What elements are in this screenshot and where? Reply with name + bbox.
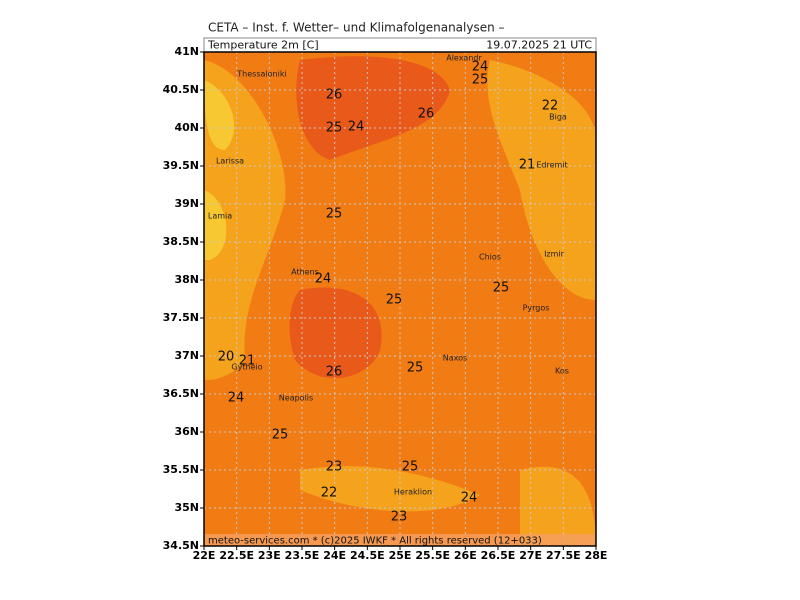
lat-tick-label: 41N: [174, 45, 199, 58]
contour-label: 22: [321, 486, 338, 501]
place-label: Naxos: [443, 354, 467, 363]
contour-label: 26: [326, 88, 343, 103]
map-frame: [203, 51, 597, 547]
contour-label: 26: [326, 365, 343, 380]
footer-box: [204, 534, 596, 546]
grid: [200, 51, 597, 550]
place-label: Chios: [479, 253, 501, 262]
contour-label: 22: [542, 99, 559, 114]
contour-label: 25: [386, 293, 403, 308]
lat-tick-label: 40.5N: [163, 83, 199, 96]
lon-tick-label: 23E: [258, 549, 281, 562]
lat-tick-label: 39N: [174, 197, 199, 210]
contour-label: 23: [326, 460, 343, 475]
lon-tick-label: 28E: [585, 549, 608, 562]
lat-tick-label: 37N: [174, 349, 199, 362]
contour-label: 24: [472, 60, 489, 75]
place-label: Edremit: [536, 161, 567, 170]
lon-tick-label: 27E: [519, 549, 542, 562]
variable: Temperature 2m [C]: [207, 39, 319, 52]
contour-label: 23: [391, 510, 408, 525]
contour-label: 24: [461, 491, 478, 506]
lat-tick-label: 38N: [174, 273, 199, 286]
contour-label: 24: [315, 272, 332, 287]
place-label: Lamia: [208, 212, 232, 221]
valid-time: 19.07.2025 21 UTC: [486, 39, 592, 52]
contour-label: 25: [407, 361, 424, 376]
lat-tick-label: 36N: [174, 425, 199, 438]
contour-label: 25: [493, 281, 510, 296]
place-label: Pyrgos: [523, 304, 550, 313]
contour-label: 24: [228, 391, 245, 406]
place-label: Gytheio: [231, 363, 262, 372]
lat-tick-label: 35N: [174, 501, 199, 514]
lat-tick-label: 37.5N: [163, 311, 199, 324]
lon-tick-label: 27.5E: [546, 549, 581, 562]
labels: 41N 40.5N 40N 39.5N 39N 38.5N 38N 37.5N 37N 36.5N…: [163, 45, 608, 562]
contour-label: 20: [218, 350, 235, 365]
lon-tick-label: 25.5E: [415, 549, 450, 562]
lon-tick-label: 24E: [323, 549, 346, 562]
lat-tick-label: 39.5N: [163, 159, 199, 172]
contour-label: 25: [472, 73, 489, 88]
contour-label: 21: [239, 354, 256, 369]
warm-area: [289, 287, 382, 379]
cool-area: [204, 80, 235, 150]
cool-area: [487, 60, 596, 300]
lon-tick-label: 22.5E: [219, 549, 254, 562]
lon-tick-label: 26.5E: [481, 549, 516, 562]
lat-tick-label: 35.5N: [163, 463, 199, 476]
title: CETA – Inst. f. Wetter– und Klimafolgena…: [208, 21, 505, 35]
lon-tick-label: 26E: [454, 549, 477, 562]
place-label: Larissa: [216, 157, 244, 166]
place-label: Athens: [291, 268, 319, 277]
place-label: Neapolis: [279, 394, 313, 403]
place-label: Alexandr: [446, 54, 482, 63]
lon-tick-label: 24.5E: [350, 549, 385, 562]
place-label: Heraklion: [394, 488, 432, 497]
contour-label: 25: [402, 460, 419, 475]
contour-label: 25: [326, 207, 343, 222]
cool-area: [300, 466, 480, 512]
contour-label: 21: [519, 158, 536, 173]
lon-tick-label: 23.5E: [285, 549, 320, 562]
place-label: Izmir: [544, 250, 565, 259]
lat-tick-label: 34.5N: [163, 539, 199, 552]
contour-label: 25: [326, 121, 343, 136]
lon-tick-label: 25E: [389, 549, 412, 562]
place-label: Thessaloniki: [236, 70, 286, 79]
contour-label: 25: [272, 428, 289, 443]
lat-tick-label: 40N: [174, 121, 199, 134]
footer: meteo-services.com * (c)2025 IWKF * All …: [208, 536, 542, 547]
place-label: Biga: [549, 113, 567, 122]
lon-tick-label: 22E: [193, 549, 216, 562]
lat-tick-label: 36.5N: [163, 387, 199, 400]
place-label: Kos: [555, 367, 569, 376]
contour-label: 24: [348, 120, 365, 135]
cool-area: [520, 466, 596, 546]
lat-tick-label: 38.5N: [163, 235, 199, 248]
contour-label: 26: [418, 107, 435, 122]
